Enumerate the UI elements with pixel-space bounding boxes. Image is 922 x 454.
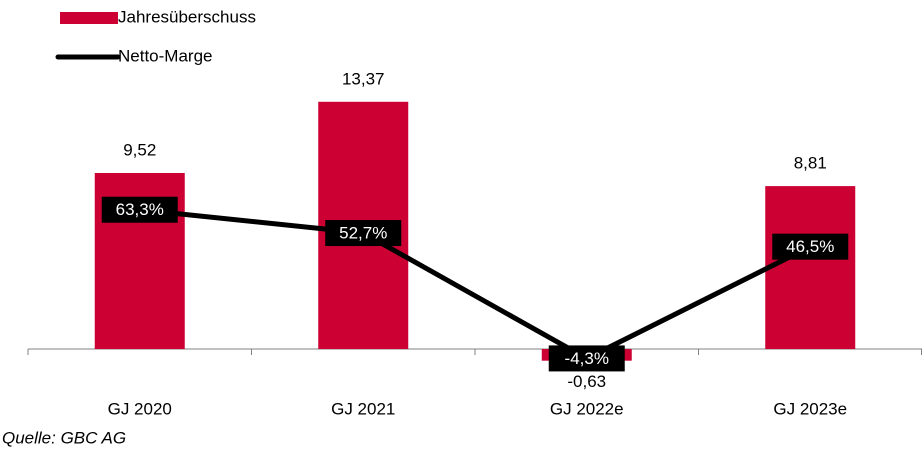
bar-value-label: 8,81: [794, 154, 827, 173]
line-value-label: -4,3%: [565, 349, 609, 368]
source: Quelle: GBC AG: [2, 428, 126, 447]
data-label-box: [772, 233, 849, 260]
line-value-label: 52,7%: [339, 224, 387, 243]
bar-value-label: -0,63: [567, 372, 606, 391]
data-label-box: [548, 345, 625, 372]
line: [139, 207, 812, 361]
x-tick-label: GJ 2023e: [773, 399, 847, 418]
data-label-box: [325, 220, 402, 247]
legend-label: Netto-Marge: [118, 46, 212, 65]
line-value-label: 63,3%: [116, 200, 164, 219]
data-label-box: [101, 196, 178, 223]
bar: [765, 186, 856, 350]
bar-value-label: 9,52: [123, 140, 156, 159]
legend-swatch: [60, 12, 118, 24]
legend-label: Jahresüberschuss: [118, 7, 256, 26]
x-tick-label: GJ 2020: [108, 399, 172, 418]
bar-value-label: 13,37: [342, 69, 385, 88]
line-value-label: 46,5%: [786, 237, 834, 256]
x-tick-label: GJ 2022e: [550, 399, 624, 418]
x-tick-label: GJ 2021: [331, 399, 395, 418]
